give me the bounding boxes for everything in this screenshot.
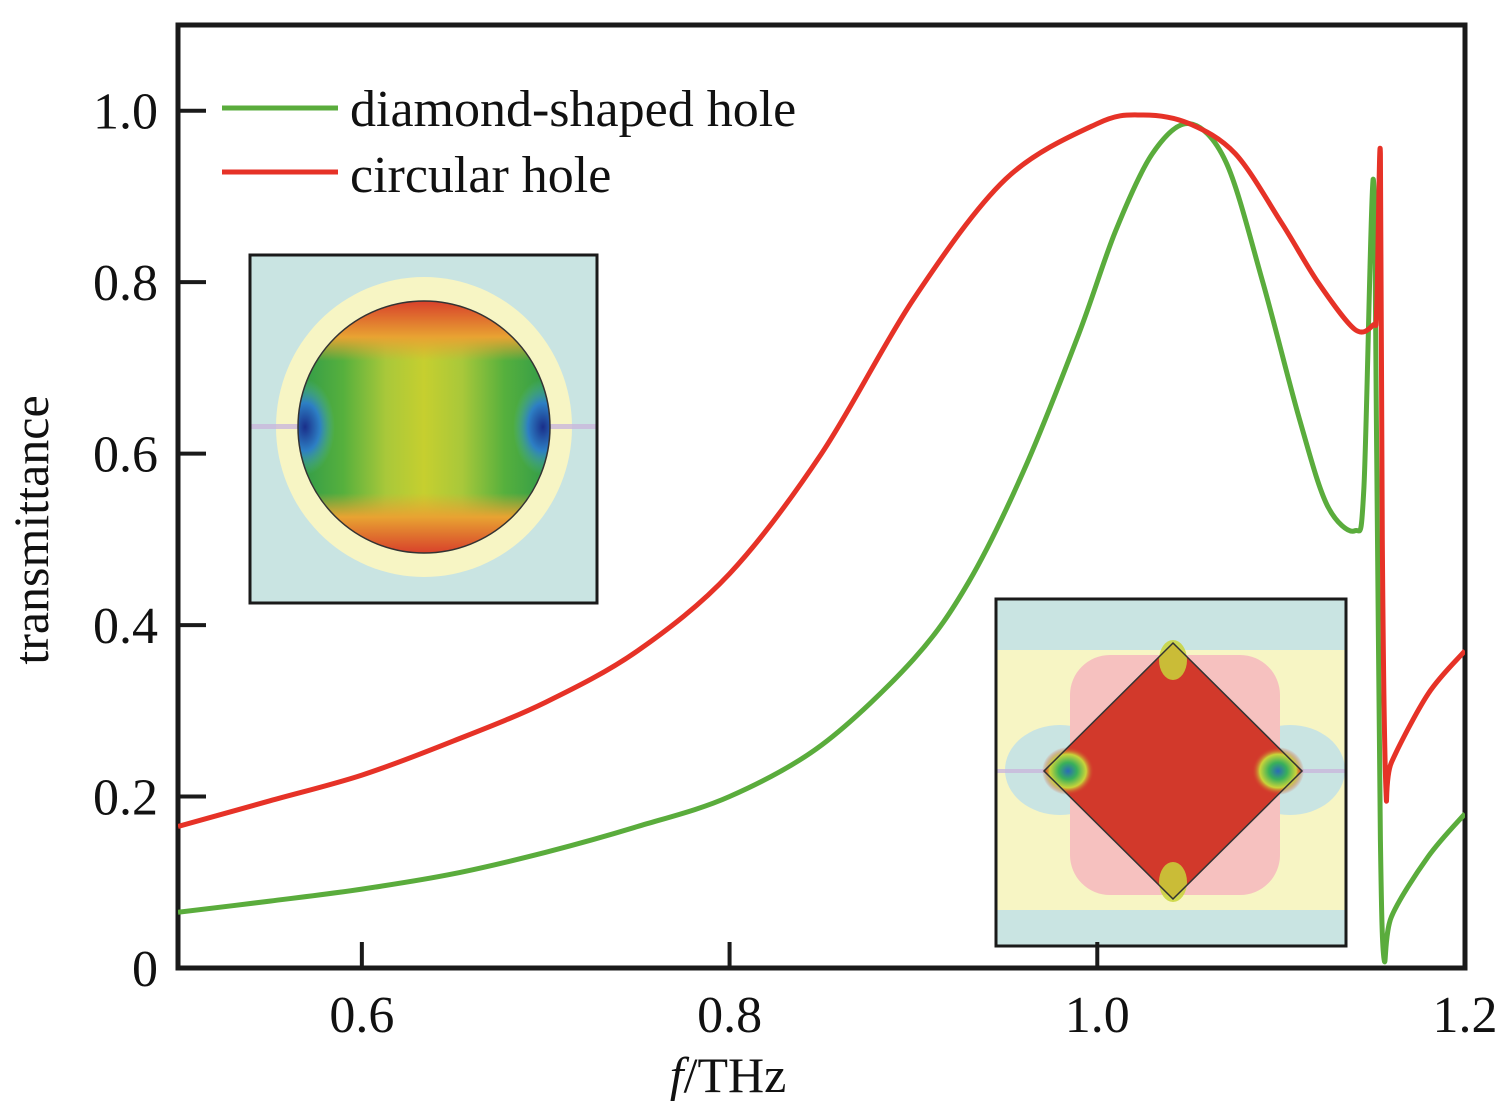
inset-diamond-hole [994,597,1348,948]
y-tick-label: 0 [132,941,158,998]
plot-frame [175,22,1468,971]
series-line-circular-hole [178,112,1465,829]
y-tick-label: 0.2 [93,770,158,827]
x-tick-label: 1.2 [1433,987,1498,1044]
y-axis-title: transmittance [3,395,59,664]
y-tick-label: 0.6 [93,427,158,484]
y-tick-label: 1.0 [93,84,158,141]
y-tick-label: 0.8 [93,255,158,312]
legend-label-diamond: diamond-shaped hole [350,81,796,138]
x-tick-label: 0.8 [697,987,762,1044]
y-tick-label: 0.4 [93,598,158,655]
legend: diamond-shaped hole circular hole [222,81,796,204]
x-tick-label: 1.0 [1065,987,1130,1044]
legend-label-circular: circular hole [350,147,611,204]
x-axis-title: f/THz [670,1047,787,1101]
x-tick-label: 0.6 [329,987,394,1044]
inset-circular-hole [248,253,599,605]
